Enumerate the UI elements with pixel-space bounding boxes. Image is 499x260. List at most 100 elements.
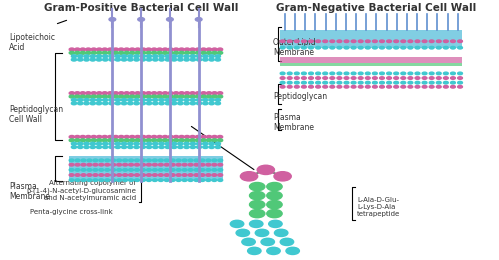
Circle shape xyxy=(287,86,292,88)
Circle shape xyxy=(179,92,184,95)
Circle shape xyxy=(380,72,384,75)
Circle shape xyxy=(140,142,145,145)
Circle shape xyxy=(351,81,356,84)
Circle shape xyxy=(330,72,335,75)
Circle shape xyxy=(197,58,202,61)
Circle shape xyxy=(108,135,113,138)
Circle shape xyxy=(444,72,448,75)
Circle shape xyxy=(172,99,177,101)
Circle shape xyxy=(415,46,420,49)
Circle shape xyxy=(174,139,179,142)
Circle shape xyxy=(124,92,129,95)
Circle shape xyxy=(212,159,217,162)
Circle shape xyxy=(69,168,74,171)
Circle shape xyxy=(158,174,163,176)
Circle shape xyxy=(372,86,377,88)
Circle shape xyxy=(422,46,427,49)
Circle shape xyxy=(182,179,187,181)
Circle shape xyxy=(124,48,129,51)
Circle shape xyxy=(308,46,313,49)
Circle shape xyxy=(203,55,208,58)
Circle shape xyxy=(123,159,128,162)
Circle shape xyxy=(408,81,413,84)
Circle shape xyxy=(207,139,212,142)
Text: Plasma
Membrane: Plasma Membrane xyxy=(9,182,50,202)
Circle shape xyxy=(109,102,114,105)
Circle shape xyxy=(185,139,190,142)
Circle shape xyxy=(75,168,80,171)
Circle shape xyxy=(200,179,205,181)
Circle shape xyxy=(323,86,328,88)
Circle shape xyxy=(387,81,392,84)
Circle shape xyxy=(111,179,116,181)
Circle shape xyxy=(113,51,118,54)
Circle shape xyxy=(365,46,370,49)
Circle shape xyxy=(372,46,377,49)
Circle shape xyxy=(128,55,133,58)
Circle shape xyxy=(109,99,114,101)
Circle shape xyxy=(188,168,193,171)
Circle shape xyxy=(201,95,206,98)
Circle shape xyxy=(165,99,171,101)
Circle shape xyxy=(152,139,157,142)
Circle shape xyxy=(415,77,420,79)
Circle shape xyxy=(108,139,113,142)
Circle shape xyxy=(294,86,299,88)
Circle shape xyxy=(153,146,158,148)
Circle shape xyxy=(195,18,202,21)
Circle shape xyxy=(146,99,152,101)
Circle shape xyxy=(184,55,189,58)
Circle shape xyxy=(172,58,177,61)
Circle shape xyxy=(380,46,384,49)
Circle shape xyxy=(174,92,179,95)
Circle shape xyxy=(71,58,77,61)
Circle shape xyxy=(458,77,463,79)
Circle shape xyxy=(135,168,139,171)
Circle shape xyxy=(165,102,171,105)
Circle shape xyxy=(267,247,280,255)
Circle shape xyxy=(429,40,434,43)
Circle shape xyxy=(197,55,202,58)
Circle shape xyxy=(105,159,110,162)
Circle shape xyxy=(215,99,221,101)
Circle shape xyxy=(135,48,140,51)
Circle shape xyxy=(241,172,257,181)
Circle shape xyxy=(119,95,124,98)
Circle shape xyxy=(71,99,77,101)
Circle shape xyxy=(165,146,171,148)
Circle shape xyxy=(103,55,108,58)
Circle shape xyxy=(286,247,299,255)
Circle shape xyxy=(146,95,151,98)
Circle shape xyxy=(102,139,107,142)
Circle shape xyxy=(207,92,212,95)
Circle shape xyxy=(135,95,140,98)
Circle shape xyxy=(212,179,217,181)
Circle shape xyxy=(301,40,306,43)
Circle shape xyxy=(168,48,173,51)
Circle shape xyxy=(267,191,282,200)
Circle shape xyxy=(96,99,102,101)
Circle shape xyxy=(152,135,157,138)
Circle shape xyxy=(280,40,285,43)
Circle shape xyxy=(111,159,116,162)
Circle shape xyxy=(87,174,92,176)
Circle shape xyxy=(294,40,299,43)
Circle shape xyxy=(174,51,179,54)
Circle shape xyxy=(330,46,335,49)
Circle shape xyxy=(280,77,285,79)
Circle shape xyxy=(380,86,384,88)
Circle shape xyxy=(174,95,179,98)
Circle shape xyxy=(109,55,114,58)
Circle shape xyxy=(115,102,120,105)
Circle shape xyxy=(138,18,145,21)
Circle shape xyxy=(330,40,335,43)
Circle shape xyxy=(165,55,171,58)
Circle shape xyxy=(344,40,349,43)
Text: Gram-Negative Bacterial Cell Wall: Gram-Negative Bacterial Cell Wall xyxy=(276,3,476,13)
Circle shape xyxy=(250,200,265,209)
Circle shape xyxy=(337,86,342,88)
Circle shape xyxy=(196,139,201,142)
Circle shape xyxy=(159,146,164,148)
Circle shape xyxy=(203,99,208,101)
Circle shape xyxy=(401,86,406,88)
